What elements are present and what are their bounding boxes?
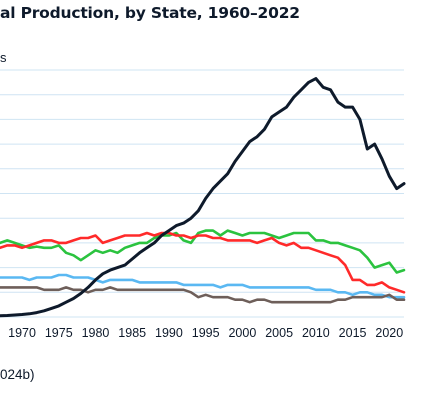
x-tick-label: 1980 — [82, 326, 110, 340]
x-tick-label: 2020 — [375, 326, 403, 340]
source-note: 024b) — [0, 367, 35, 382]
x-tick-label: 2010 — [302, 326, 330, 340]
series-line-1 — [0, 229, 406, 274]
x-tick-label: 1995 — [192, 326, 220, 340]
series-line-4 — [0, 286, 406, 304]
series-line-3 — [0, 273, 406, 299]
x-tick-label: 1970 — [8, 326, 36, 340]
x-tick-label: 2005 — [265, 326, 293, 340]
x-tick-label: 2015 — [339, 326, 367, 340]
y-axis-label: s — [0, 50, 7, 65]
chart-title: al Production, by State, 1960–2022 — [0, 4, 300, 22]
series-line-2 — [0, 231, 406, 294]
x-axis-ticks: 1970 1975 1980 1985 1990 1995 2000 2005 2010 2015… — [8, 326, 403, 340]
x-tick-label: 1985 — [118, 326, 146, 340]
x-tick-label: 2000 — [228, 326, 256, 340]
series-lines — [0, 77, 406, 318]
x-tick-label: 1975 — [45, 326, 73, 340]
x-tick-label: 1990 — [155, 326, 183, 340]
series-line-0 — [0, 77, 406, 318]
